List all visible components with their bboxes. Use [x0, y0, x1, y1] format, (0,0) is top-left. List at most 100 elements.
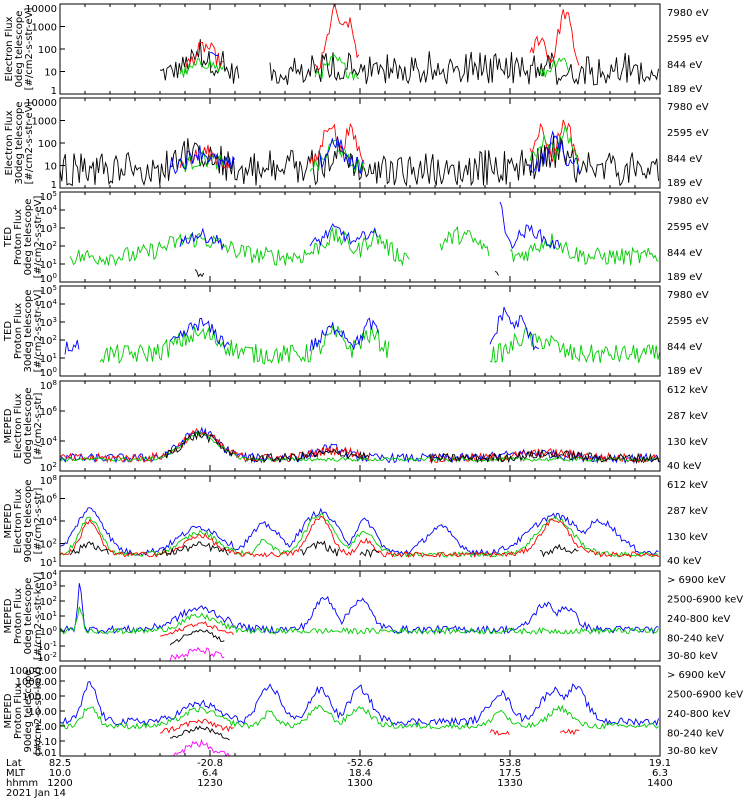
x-tick-mlt: 18.4 — [349, 768, 371, 779]
series-30-80-kev-seg1 — [60, 583, 659, 635]
y-axis-label: 90deg telescope — [23, 669, 34, 752]
series-189-ev-seg2 — [169, 317, 230, 349]
series-844-ev-seg3 — [539, 57, 570, 78]
y-axis-label: MEPED — [3, 503, 14, 538]
legend-entry: 80-240 keV — [667, 634, 724, 645]
y-tick-label: 100.00 — [22, 692, 57, 703]
x-tick-mlt: 6.4 — [202, 768, 218, 779]
y-tick-label: 1000 — [32, 117, 57, 128]
y-axis-label: Proton Flux — [13, 303, 24, 359]
legend-entry: > 6900 keV — [667, 670, 726, 681]
legend-entry: > 6900 keV — [667, 575, 726, 586]
legend-entry: 40 keV — [667, 556, 701, 567]
y-axis-label: [#/cm2-s-str-eV] — [24, 102, 35, 185]
series-80-240-kev-seg1 — [60, 606, 659, 636]
y-tick-label: 104 — [40, 435, 58, 448]
series-2595-ev-seg3 — [529, 119, 580, 162]
series-612-kev-seg1 — [69, 541, 109, 556]
x-tick-label: 1230 — [197, 778, 222, 789]
legend-entry: 130 keV — [667, 532, 708, 543]
y-axis-label: 30deg telescope — [14, 101, 25, 184]
x-tick-lat: 19.1 — [649, 758, 671, 769]
y-axis-label: Electron Flux — [13, 488, 24, 553]
y-tick-label: 100 — [40, 272, 57, 285]
y-axis-label: MEPED — [3, 693, 14, 728]
y-tick-label: 102 — [40, 461, 57, 474]
y-tick-label: 104 — [40, 569, 58, 582]
series-240-800-kev-seg1 — [159, 621, 234, 637]
legend-entry: 189 eV — [667, 178, 702, 189]
x-tick-label: 1200 — [47, 778, 72, 789]
series-844-ev-seg2 — [489, 327, 660, 364]
series-189-ev-seg2 — [319, 136, 365, 174]
y-tick-label: 100 — [40, 366, 57, 379]
row-label: Lat — [6, 758, 22, 769]
panel-2: 10000 1000 100 10 1 Electron Flux 30deg telesc… — [4, 97, 709, 191]
x-tick-label: 1300 — [347, 778, 372, 789]
legend-entry: 130 keV — [667, 437, 708, 448]
panel-frame — [59, 570, 661, 662]
series-612-kev-seg5 — [539, 543, 579, 558]
panel-1-series — [159, 4, 659, 86]
series-189-ev-seg1 — [64, 339, 80, 355]
y-tick-label: 1000.00 — [16, 677, 57, 688]
series-844-ev-seg2 — [309, 139, 365, 173]
y-axis-label: [#/cm2-s-str-eV] — [33, 196, 44, 279]
y-axis-label: 30deg telescope — [23, 289, 34, 372]
y-tick-label: 104 — [40, 298, 58, 311]
legend-entry: 7980 eV — [667, 102, 709, 113]
y-tick-label: 108 — [40, 474, 57, 487]
y-tick-label: 108 — [40, 379, 57, 392]
panel-5: 108 106 104 102 MEPED Electron Flux 0deg teles… — [3, 379, 708, 474]
panel-6-series — [60, 507, 659, 559]
y-tick-label: 1000 — [32, 23, 57, 34]
y-tick-label: 102 — [40, 595, 57, 608]
series-189-ev-seg3 — [499, 201, 560, 250]
panel-3-series — [69, 201, 659, 278]
y-axis-label: Electron Flux — [4, 16, 15, 81]
series-7980-ev-seg1 — [159, 39, 240, 84]
panel-frame — [59, 285, 661, 377]
y-tick-label: 10-2 — [37, 651, 57, 664]
y-tick-label: 0.10 — [35, 737, 57, 748]
series-130-kev-seg1 — [60, 513, 659, 558]
series-612-kev-seg2 — [249, 448, 370, 464]
panel-frame — [59, 665, 661, 757]
y-tick-label: 106 — [40, 405, 58, 418]
legend-entry: 844 eV — [667, 248, 702, 259]
x-tick-lat: -52.6 — [347, 758, 373, 769]
y-tick-label: 104 — [40, 515, 58, 528]
series--6900-kev-seg1 — [170, 738, 230, 756]
panel-frame — [59, 97, 661, 189]
y-tick-label: 104 — [40, 204, 58, 217]
y-tick-label: 101 — [40, 556, 57, 569]
y-tick-label: 105 — [40, 284, 57, 297]
series-287-kev-seg2 — [429, 447, 660, 464]
y-tick-label: 10 — [44, 162, 57, 173]
y-axis-label: Proton Flux — [13, 588, 24, 644]
y-axis-label: MEPED — [3, 408, 14, 443]
x-tick-lat: 82.5 — [49, 758, 71, 769]
series-189-ev-seg4 — [489, 306, 540, 351]
legend-entry: 2595 eV — [667, 222, 709, 233]
series-189-ev-seg1 — [179, 227, 225, 251]
legend-entry: 2595 eV — [667, 128, 709, 139]
y-axis-label: TED — [3, 227, 14, 248]
panel-8-series — [60, 680, 659, 756]
y-axis-label: [#/cm2-s-str-keV] — [33, 667, 44, 755]
y-axis-label: [#/cm2-s-str] — [33, 392, 44, 459]
y-axis-label: [#/cm2-s-str-eV] — [33, 290, 44, 373]
y-axis-label: Electron Flux — [13, 393, 24, 458]
y-tick-label: 101 — [40, 352, 57, 365]
series--6900-kev-seg1 — [169, 646, 225, 661]
y-tick-label: 100 — [40, 625, 57, 638]
y-axis-label: 90deg telescope — [23, 479, 34, 562]
legend-entry: 844 eV — [667, 60, 702, 71]
series-844-ev-seg2 — [314, 54, 360, 82]
y-axis-label: TED — [3, 321, 14, 342]
y-axis-label: [#/cm2-s-str-keV] — [33, 572, 44, 660]
series-30-80-kev-seg1 — [60, 680, 659, 727]
series-844-ev-seg3 — [529, 125, 580, 168]
